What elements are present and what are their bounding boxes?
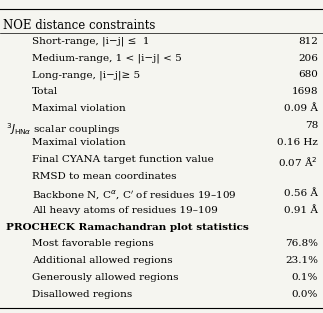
Text: Medium-range, 1 < |i−j| < 5: Medium-range, 1 < |i−j| < 5 — [32, 54, 182, 63]
Text: Final CYANA target function value: Final CYANA target function value — [32, 155, 214, 164]
Text: 0.09 Å: 0.09 Å — [284, 104, 318, 113]
Text: Short-range, |i−j| ≤  1: Short-range, |i−j| ≤ 1 — [32, 37, 150, 46]
Text: 1698: 1698 — [292, 87, 318, 96]
Text: 0.1%: 0.1% — [292, 273, 318, 282]
Text: Additional allowed regions: Additional allowed regions — [32, 256, 173, 265]
Text: 812: 812 — [298, 37, 318, 46]
Text: Disallowed regions: Disallowed regions — [32, 290, 132, 299]
Text: $^3J_{\mathrm{HN}\alpha}$ scalar couplings: $^3J_{\mathrm{HN}\alpha}$ scalar couplin… — [6, 121, 121, 137]
Text: 680: 680 — [298, 70, 318, 80]
Text: Most favorable regions: Most favorable regions — [32, 239, 154, 249]
Text: 0.56 Å: 0.56 Å — [284, 189, 318, 198]
Text: 0.0%: 0.0% — [292, 290, 318, 299]
Text: 206: 206 — [298, 54, 318, 63]
Text: Generously allowed regions: Generously allowed regions — [32, 273, 179, 282]
Text: 0.91 Å: 0.91 Å — [284, 206, 318, 215]
Text: Maximal violation: Maximal violation — [32, 138, 126, 147]
Text: Backbone N, C$^\alpha$, C$'$ of residues 19–109: Backbone N, C$^\alpha$, C$'$ of residues… — [32, 189, 237, 202]
Text: 0.07 Å$^2$: 0.07 Å$^2$ — [278, 155, 318, 169]
Text: PROCHECK Ramachandran plot statistics: PROCHECK Ramachandran plot statistics — [6, 223, 249, 232]
Text: Total: Total — [32, 87, 58, 96]
Text: RMSD to mean coordinates: RMSD to mean coordinates — [32, 172, 177, 181]
Text: 78: 78 — [305, 121, 318, 130]
Text: 0.16 Hz: 0.16 Hz — [277, 138, 318, 147]
Text: All heavy atoms of residues 19–109: All heavy atoms of residues 19–109 — [32, 206, 218, 215]
Text: Long-range, |i−j|≥ 5: Long-range, |i−j|≥ 5 — [32, 70, 141, 80]
Text: 76.8%: 76.8% — [285, 239, 318, 249]
Text: Maximal violation: Maximal violation — [32, 104, 126, 113]
Text: 23.1%: 23.1% — [285, 256, 318, 265]
Text: NOE distance constraints: NOE distance constraints — [3, 19, 156, 32]
